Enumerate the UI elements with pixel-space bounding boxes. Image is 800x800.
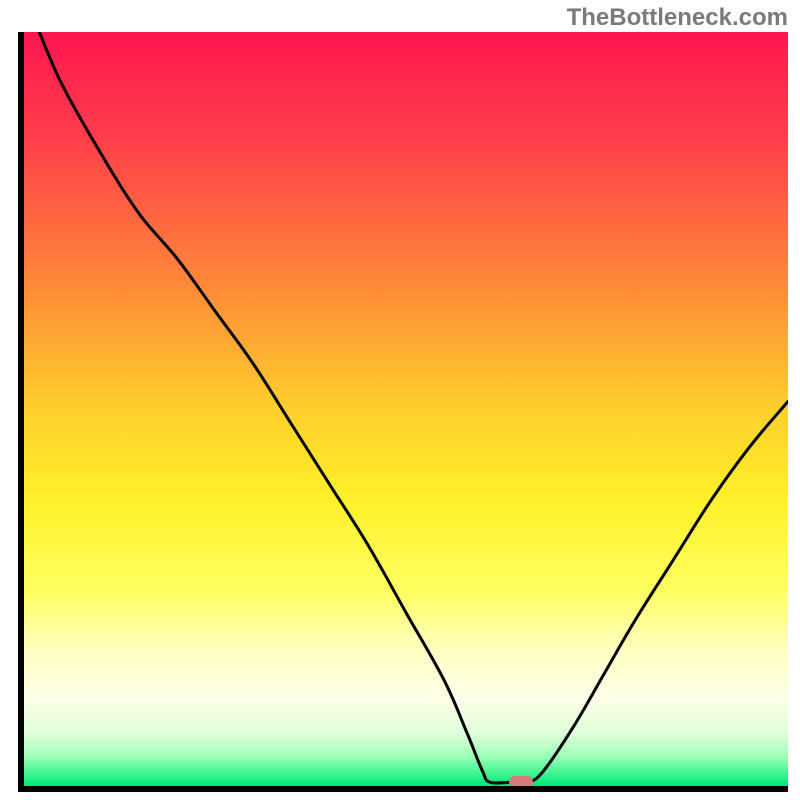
watermark-text: TheBottleneck.com [567,4,788,32]
y-axis [18,32,24,792]
bottleneck-curve [39,32,788,783]
plot-area [24,32,788,786]
curve-layer [24,32,788,786]
x-axis [18,786,788,792]
